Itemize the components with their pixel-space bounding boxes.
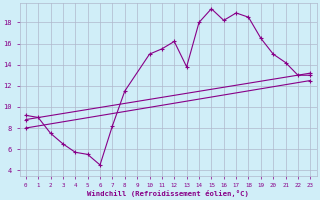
X-axis label: Windchill (Refroidissement éolien,°C): Windchill (Refroidissement éolien,°C): [87, 190, 249, 197]
